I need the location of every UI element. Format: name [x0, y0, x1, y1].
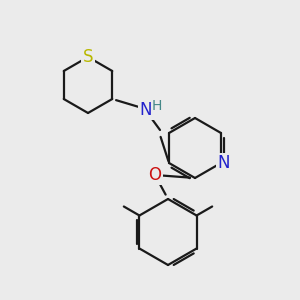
- Text: H: H: [152, 99, 162, 113]
- Text: S: S: [83, 48, 93, 66]
- Text: O: O: [148, 166, 161, 184]
- Text: N: N: [218, 154, 230, 172]
- Text: N: N: [140, 101, 152, 119]
